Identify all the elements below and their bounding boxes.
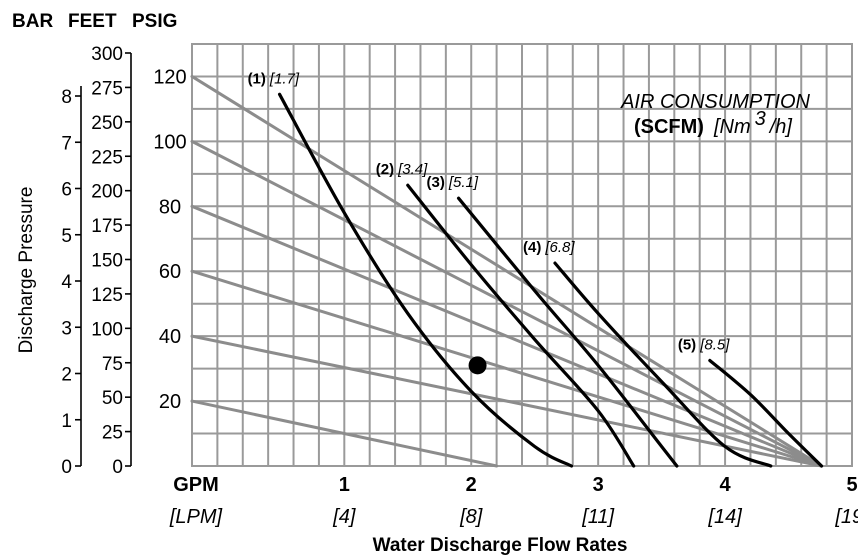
header-psig-label: PSIG <box>132 11 177 32</box>
psig-tick-label: 100 <box>153 131 186 153</box>
curve-label-number: (2) <box>376 161 394 178</box>
air-line <box>190 399 499 468</box>
curve-label: (3) [5.1] <box>427 174 479 191</box>
x-tick-gpm: 4 <box>720 474 732 496</box>
legend: AIR CONSUMPTION (SCFM) [Nm 3 /h] <box>620 91 810 138</box>
feet-tick-label: 225 <box>91 147 123 168</box>
bar-tick-label: 2 <box>61 365 72 386</box>
air-line <box>190 269 824 468</box>
bar-tick-label: 7 <box>61 133 72 154</box>
feet-tick-label: 150 <box>91 251 123 272</box>
curve-label: (5) [8.5] <box>678 337 730 354</box>
example-point <box>468 356 487 375</box>
curve-label-value: [5.1] <box>448 174 479 191</box>
flow-curve <box>553 261 773 468</box>
feet-tick-label: 100 <box>91 319 123 340</box>
bar-tick-label: 5 <box>61 226 72 247</box>
flow-curve <box>708 358 824 468</box>
curve-label: (1) [1.7] <box>248 70 300 87</box>
curve-label-number: (3) <box>427 174 445 191</box>
x-tick-gpm: 1 <box>339 474 350 496</box>
legend-sup: 3 <box>755 108 766 130</box>
air-line <box>190 74 824 468</box>
air-line <box>190 334 824 468</box>
x-tick-gpm: 5 <box>846 474 857 496</box>
x-unit-gpm: GPM <box>173 474 219 496</box>
bar-tick-label: 3 <box>61 318 72 339</box>
x-axis-title: Water Discharge Flow Rates <box>373 535 628 556</box>
psig-axis: 20 40 60 80 100 120 <box>153 66 186 413</box>
air-line <box>190 139 824 468</box>
x-tick-labels: 1 [4] 2 [8] 3 [11] 4 [14] 5 [19] <box>332 474 858 528</box>
flow-curve <box>277 92 574 468</box>
psig-tick-label: 60 <box>159 261 181 283</box>
curve-label-value: [8.5] <box>699 337 730 354</box>
flow-curve <box>406 183 636 468</box>
air-pressure-lines <box>190 74 824 468</box>
feet-tick-label: 200 <box>91 182 123 203</box>
feet-tick-label: 50 <box>102 388 123 409</box>
feet-tick-label: 300 <box>91 44 123 65</box>
y-axis-title: Discharge Pressure <box>16 187 37 354</box>
legend-unit-end: /h] <box>768 116 793 138</box>
legend-scfm: (SCFM) <box>634 116 704 138</box>
example-point-layer <box>468 356 487 375</box>
flow-curves: (1) [1.7] (2) [3.4](3) [5.1] (4) [6.8] (5) [8.5] <box>248 70 824 468</box>
feet-tick-label: 0 <box>112 457 123 478</box>
x-tick-lpm: [8] <box>459 506 483 528</box>
x-tick-lpm: [19] <box>834 506 858 528</box>
header-bar-label: BAR <box>12 11 53 32</box>
legend-title: AIR CONSUMPTION <box>620 91 810 113</box>
feet-tick-label: 275 <box>91 78 123 99</box>
curve-label-number: (5) <box>678 337 696 354</box>
curve-label-value: [6.8] <box>544 239 575 256</box>
header-feet-label: FEET <box>68 11 117 32</box>
x-tick-lpm: [14] <box>707 506 742 528</box>
bar-axis: 0 1 2 3 4 5 6 7 8 <box>61 86 82 478</box>
psig-tick-label: 80 <box>159 196 181 218</box>
curve-label-number: (1) <box>248 70 266 87</box>
curve-label-value: [1.7] <box>269 70 300 87</box>
legend-units: (SCFM) [Nm 3 /h] <box>634 108 792 138</box>
air-line <box>190 204 824 468</box>
psig-tick-label: 40 <box>159 326 181 348</box>
bar-tick-label: 6 <box>61 180 72 201</box>
bar-tick-label: 1 <box>61 411 72 432</box>
psig-tick-label: 120 <box>153 66 186 88</box>
feet-axis: 0 25 50 75 100 125 150 175 200 225 250 275 300 <box>91 44 132 478</box>
x-tick-gpm: 3 <box>593 474 604 496</box>
x-unit-lpm: [LPM] <box>169 506 223 528</box>
legend-nm: [Nm <box>713 116 751 138</box>
feet-tick-label: 125 <box>91 285 123 306</box>
x-tick-lpm: [11] <box>581 506 614 528</box>
psig-tick-label: 20 <box>159 391 181 413</box>
curve-label: (4) [6.8] <box>523 239 575 256</box>
x-tick-lpm: [4] <box>332 506 356 528</box>
bar-tick-label: 8 <box>61 87 72 108</box>
bar-tick-label: 0 <box>61 457 72 478</box>
feet-tick-label: 25 <box>102 423 123 444</box>
x-tick-gpm: 2 <box>466 474 477 496</box>
feet-tick-label: 250 <box>91 113 123 134</box>
curve-label-number: (4) <box>523 239 541 256</box>
curve-label: (2) [3.4] <box>376 161 428 178</box>
flow-curve <box>456 196 679 468</box>
curve-label-value: [3.4] <box>397 161 428 178</box>
bar-tick-label: 4 <box>61 272 72 293</box>
feet-tick-label: 175 <box>91 216 123 237</box>
feet-tick-label: 75 <box>102 354 123 375</box>
